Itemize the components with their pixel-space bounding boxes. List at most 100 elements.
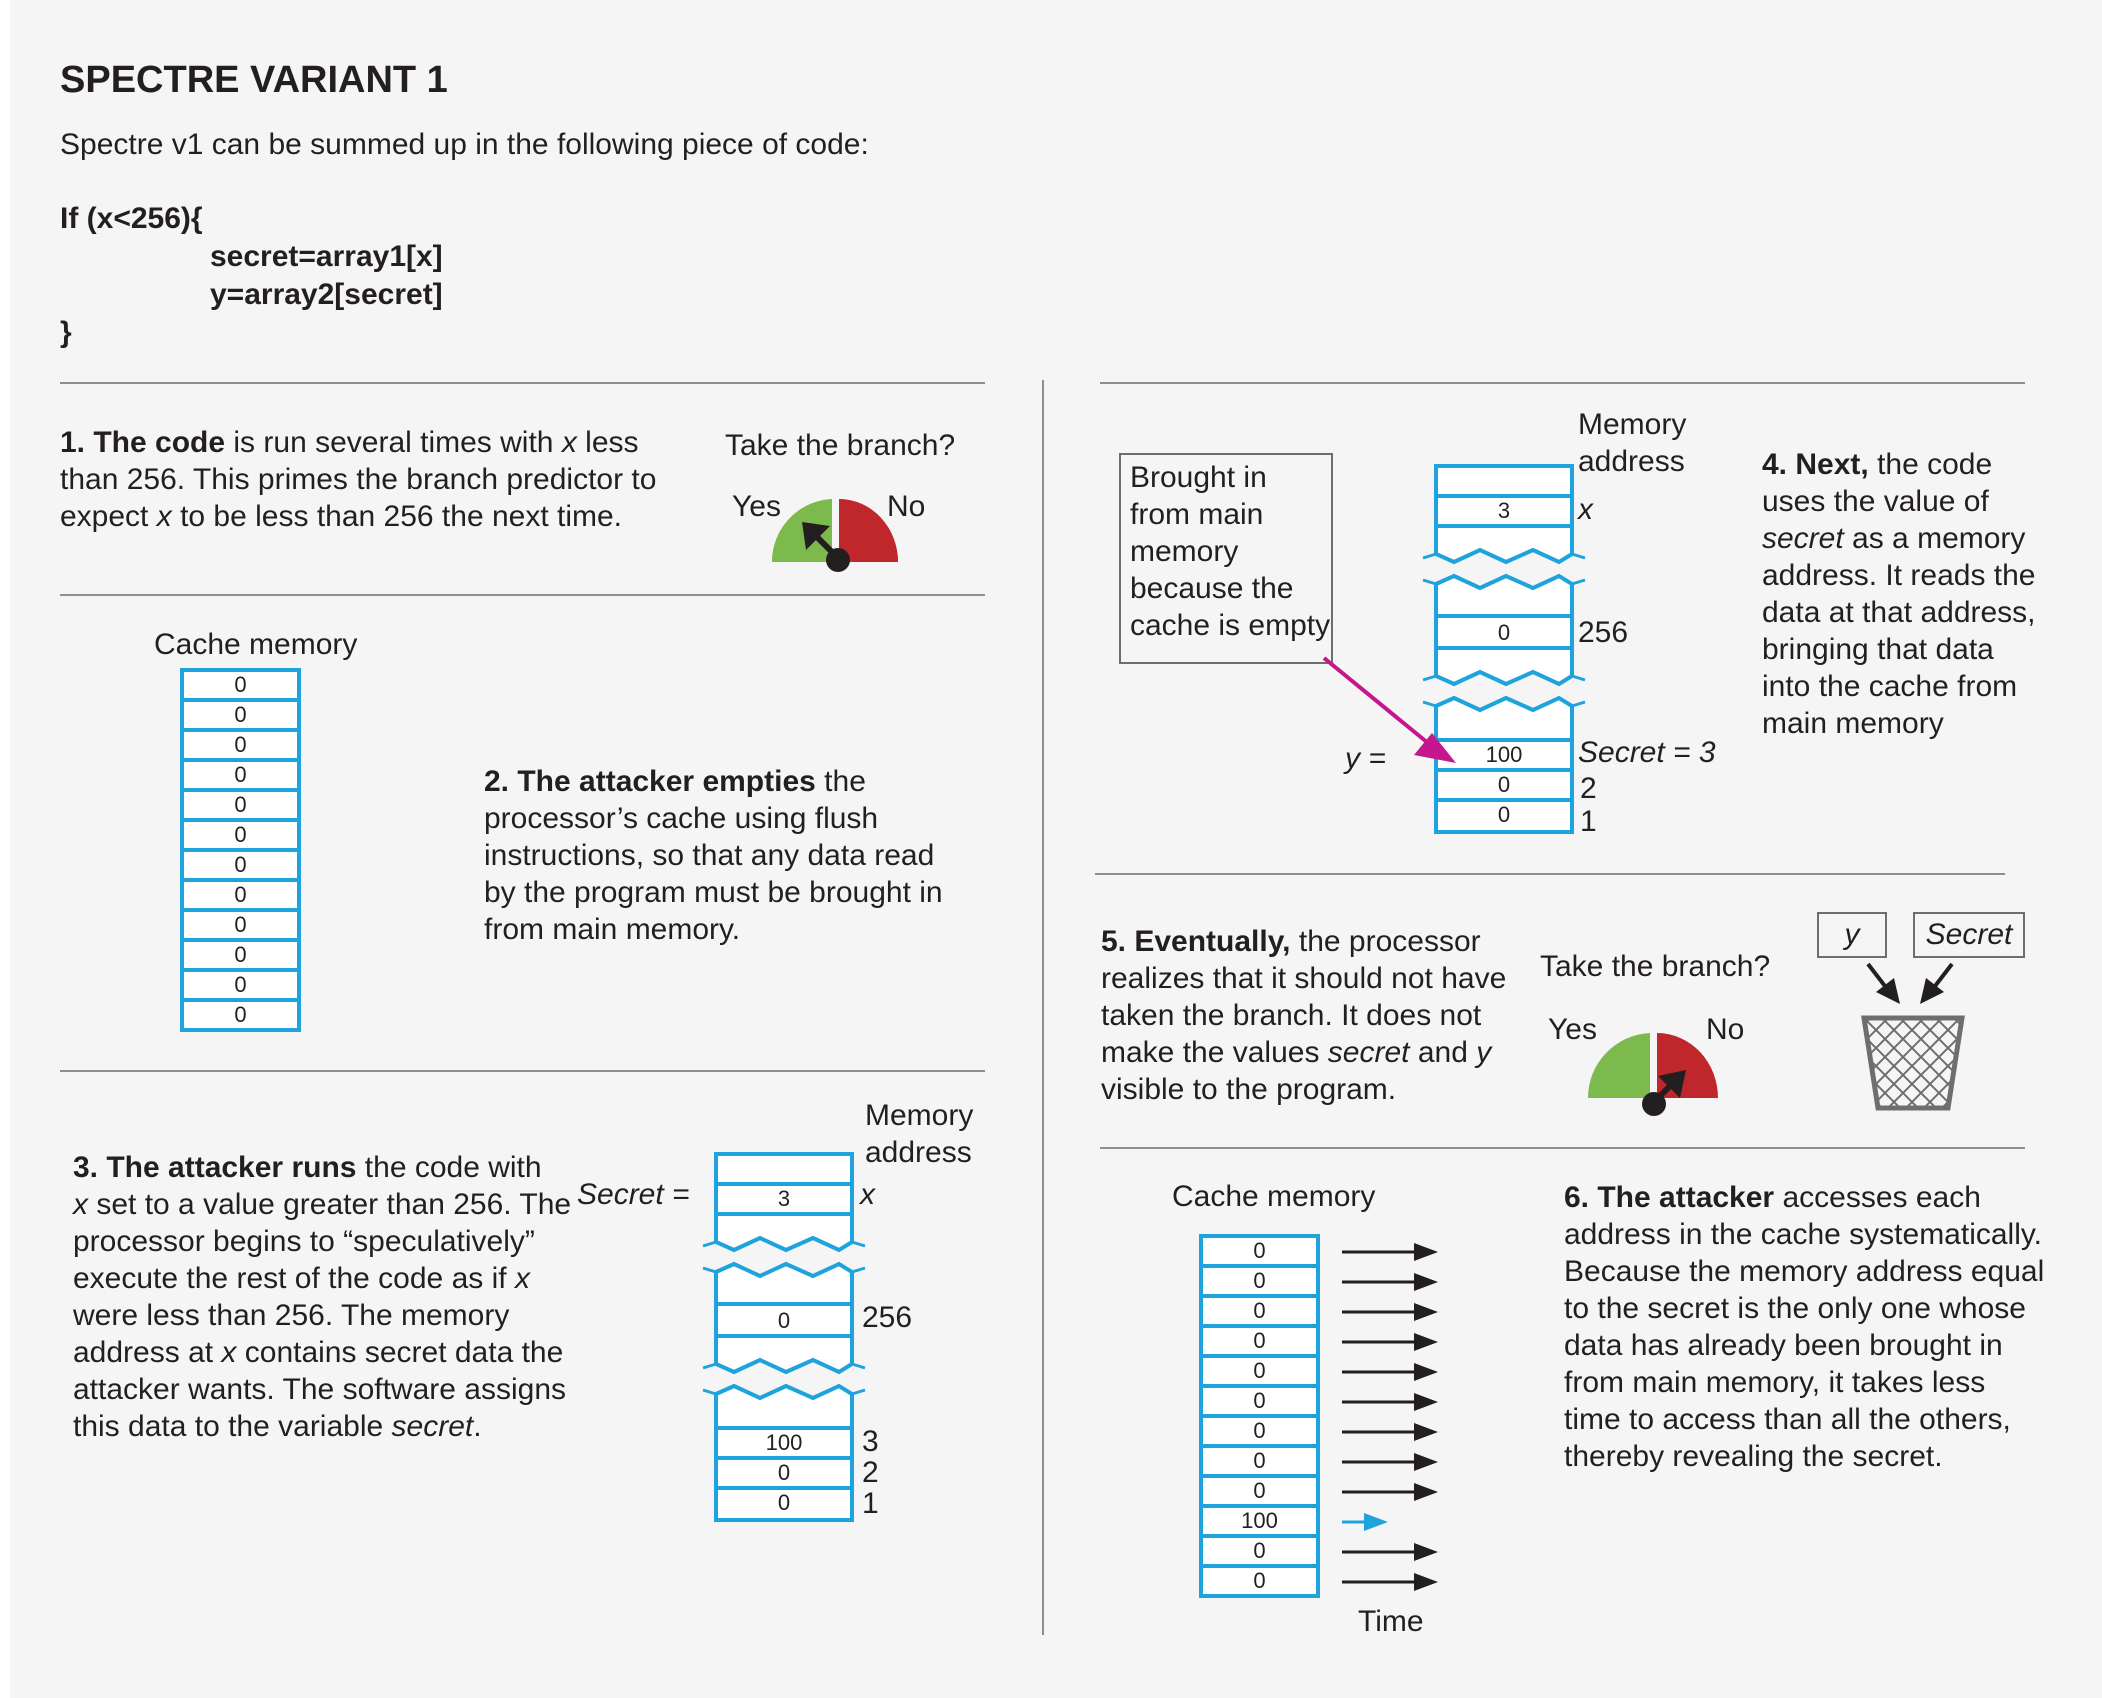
step6-cache-cell: 0 xyxy=(1199,1324,1320,1358)
timing-arrow-slow xyxy=(1342,1333,1438,1351)
step6-line-8: thereby revealing the secret. xyxy=(1564,1440,1943,1473)
step6-time-label: Time xyxy=(1358,1605,1424,1638)
step3-line-8: this data to the variable secret. xyxy=(73,1410,482,1443)
step6-cache-cell: 0 xyxy=(1199,1234,1320,1268)
step2-cache-cell: 0 xyxy=(180,728,301,762)
step6-cache-cell: 0 xyxy=(1199,1354,1320,1388)
page-title: SPECTRE VARIANT 1 xyxy=(60,59,448,101)
step6-timing-arrows xyxy=(1342,1243,1438,1591)
step4-callout-line-3: memory xyxy=(1130,535,1239,568)
step2-cache-cell: 0 xyxy=(180,818,301,852)
step5-line-4: make the values secret and y xyxy=(1101,1036,1492,1069)
step3-line-2: x set to a value greater than 256. The xyxy=(73,1188,572,1221)
step6-cache-cell: 0 xyxy=(1199,1264,1320,1298)
page-subtitle: Spectre v1 can be summed up in the follo… xyxy=(60,128,869,161)
step2-cache-cell: 0 xyxy=(180,968,301,1002)
step4-address-256: 256 xyxy=(1578,616,1629,649)
divider-right-2 xyxy=(1100,1147,2025,1149)
step6-line-6: from main memory, it takes less xyxy=(1564,1366,1986,1399)
step5-gauge-no: No xyxy=(1706,1013,1745,1046)
step2-cache-label: Cache memory xyxy=(154,628,358,661)
step4-line-5: data at that address, xyxy=(1762,596,2036,629)
step2-cache-cell: 0 xyxy=(180,788,301,822)
divider-right-1 xyxy=(1095,873,2005,875)
timing-arrow-slow xyxy=(1342,1273,1438,1291)
step4-callout-line-2: from main xyxy=(1130,498,1264,531)
step6-line-2: address in the cache systematically. xyxy=(1564,1218,2042,1251)
timing-arrow-slow xyxy=(1342,1303,1438,1321)
timing-arrow-slow xyxy=(1342,1363,1438,1381)
code-line-3: y=array2[secret] xyxy=(210,278,443,311)
step6-line-5: data has already been brought in xyxy=(1564,1329,2003,1362)
step3-address-3: 3 xyxy=(862,1425,879,1458)
step1-gauge-no: No xyxy=(887,490,926,523)
timing-arrow-slow xyxy=(1342,1573,1438,1591)
step2-cache-cell: 0 xyxy=(180,698,301,732)
timing-arrow-slow xyxy=(1342,1543,1438,1561)
step3-secret-eq: Secret = xyxy=(577,1178,690,1211)
step4-y-eq: y = xyxy=(1345,742,1386,775)
step4-memory-address-label-2: address xyxy=(1578,445,1685,478)
code-line-4: } xyxy=(60,316,72,349)
step5-line-2: realizes that it should not have xyxy=(1101,962,1507,995)
step2-cache-cell: 0 xyxy=(180,848,301,882)
step3-line-7: attacker wants. The software assigns xyxy=(73,1373,567,1406)
step3-cell-1: 0 xyxy=(777,1490,791,1515)
step2-cache-cell: 0 xyxy=(180,938,301,972)
step4-memory-address-label-1: Memory xyxy=(1578,408,1687,441)
step2-line-1: 2. The attacker empties the xyxy=(484,765,866,798)
code-line-1: If (x<256){ xyxy=(60,202,203,235)
step3-address-256: 256 xyxy=(862,1301,913,1334)
code-line-2: secret=array1[x] xyxy=(210,240,443,273)
step5-tag-secret xyxy=(1913,912,2025,958)
step3-line-3: processor begins to “speculatively” xyxy=(73,1225,535,1258)
step6-cache-cell: 100 xyxy=(1199,1504,1320,1538)
timing-arrow-slow xyxy=(1342,1453,1438,1471)
step6-cache-label: Cache memory xyxy=(1172,1180,1376,1213)
divider-left-2 xyxy=(60,1070,985,1072)
step4-address-2: 2 xyxy=(1580,772,1597,805)
step4-line-2: uses the value of xyxy=(1762,485,1989,518)
step6-line-1: 6. The attacker accesses each xyxy=(1564,1181,1981,1214)
step2-cache-cell: 0 xyxy=(180,998,301,1032)
step3-address-2: 2 xyxy=(862,1456,879,1489)
step4-memory-column xyxy=(1422,464,1586,834)
step4-line-8: main memory xyxy=(1762,707,1944,740)
step3-address-x: x xyxy=(860,1178,875,1211)
step6-cache-cell: 0 xyxy=(1199,1414,1320,1448)
step3-cell-x: 3 xyxy=(777,1186,791,1211)
step5-gauge-title: Take the branch? xyxy=(1540,950,1771,983)
step4-cell-256: 0 xyxy=(1497,620,1511,645)
step4-cell-2: 0 xyxy=(1497,772,1511,797)
step2-cache-cell: 0 xyxy=(180,668,301,702)
step5-tag-y xyxy=(1817,912,1887,958)
step3-line-6: address at x contains secret data the xyxy=(73,1336,564,1369)
step3-memory-column xyxy=(702,1152,866,1522)
step3-cell-3: 100 xyxy=(765,1430,803,1455)
step5-tag-secret-label: Secret xyxy=(1925,918,2013,951)
step3-line-4: execute the rest of the code as if x xyxy=(73,1262,530,1295)
step6-line-3: Because the memory address equal xyxy=(1564,1255,2045,1288)
step2-cache-cell: 0 xyxy=(180,758,301,792)
step4-address-1: 1 xyxy=(1580,805,1597,838)
step3-cell-2: 0 xyxy=(777,1460,791,1485)
step6-cache-cell: 0 xyxy=(1199,1474,1320,1508)
step5-line-5: visible to the program. xyxy=(1101,1073,1397,1106)
step4-cell-secret: 100 xyxy=(1485,742,1523,767)
step5-line-1: 5. Eventually, the processor xyxy=(1101,925,1481,958)
step1-gauge-yes: Yes xyxy=(732,490,781,523)
step2-cache-cell: 0 xyxy=(180,878,301,912)
step4-cell-x: 3 xyxy=(1497,498,1511,523)
timing-arrow-slow xyxy=(1342,1393,1438,1411)
step4-address-x: x xyxy=(1578,493,1593,526)
step5-gauge-yes: Yes xyxy=(1548,1013,1597,1046)
infographic-panel xyxy=(10,0,2102,1698)
step6-line-7: time to access than all the others, xyxy=(1564,1403,2011,1436)
step6-cache-cell: 0 xyxy=(1199,1294,1320,1328)
timing-arrow-slow xyxy=(1342,1483,1438,1501)
step5-branch-gauge xyxy=(1588,1033,1718,1116)
step3-line-1: 3. The attacker runs the code with xyxy=(73,1151,542,1184)
step6-cache-cell: 0 xyxy=(1199,1384,1320,1418)
divider-center xyxy=(1042,380,1044,1635)
step3-address-1: 1 xyxy=(862,1487,879,1520)
